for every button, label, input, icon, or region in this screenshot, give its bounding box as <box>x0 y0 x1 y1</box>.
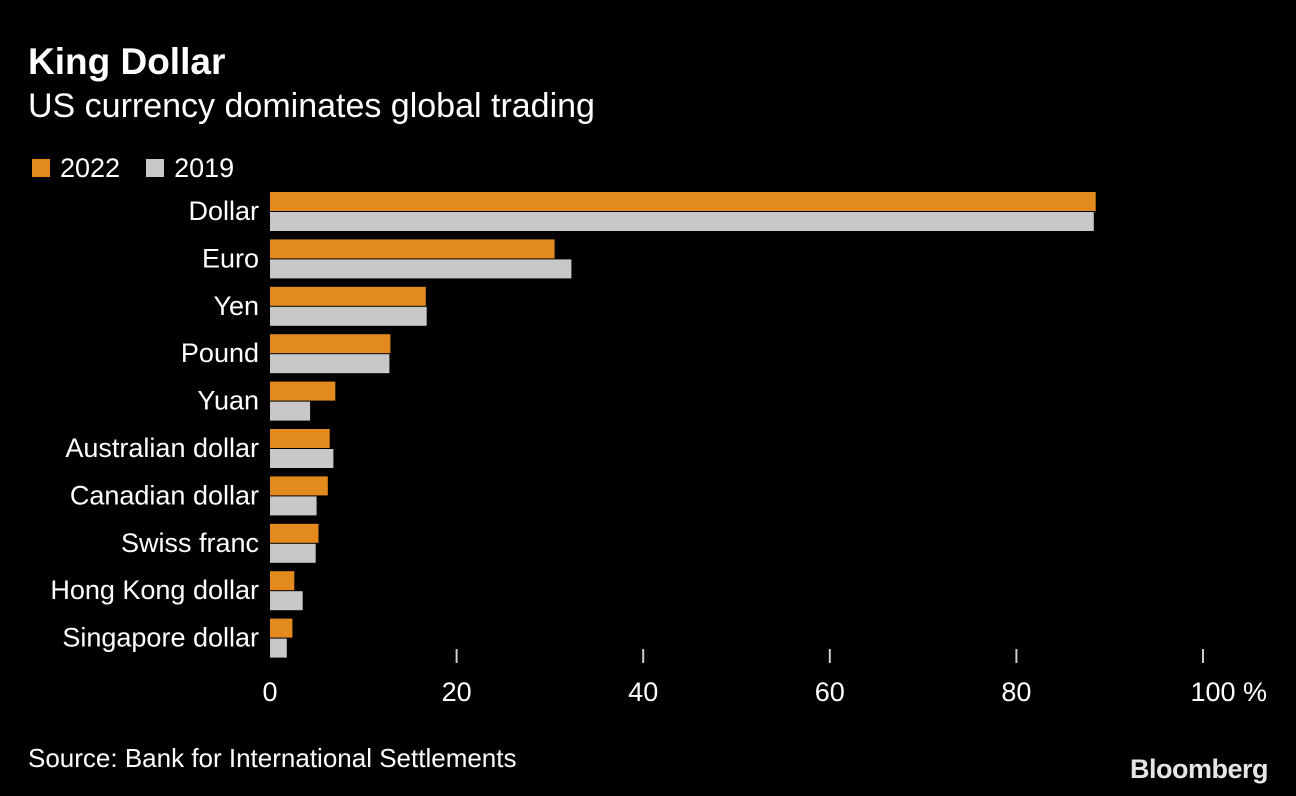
x-tick-label-20: 20 <box>442 677 472 707</box>
legend-label-2019: 2019 <box>174 152 235 183</box>
bar-canadian-dollar-2022 <box>270 476 328 496</box>
legend-item-2019: 2019 <box>146 153 234 184</box>
category-label-pound: Pound <box>181 338 259 368</box>
bar-australian-dollar-2022 <box>270 429 330 448</box>
legend: 2022 2019 <box>32 151 260 185</box>
chart-title: King Dollar <box>28 41 226 82</box>
legend-swatch-2022 <box>32 159 50 177</box>
bar-australian-dollar-2019 <box>270 449 334 468</box>
bar-dollar-2022 <box>270 192 1096 211</box>
bar-swiss-franc-2019 <box>270 543 316 563</box>
bar-hong-kong-dollar-2022 <box>270 571 295 591</box>
bar-yen-2022 <box>270 286 426 306</box>
source-note: Source: Bank for International Settlemen… <box>28 743 517 773</box>
bloomberg-logo: Bloomberg <box>1129 754 1269 784</box>
category-labels: Dollar Euro Yen Pound Yuan Australian dollar C… <box>50 196 259 653</box>
x-tick-label-60: 60 <box>815 677 845 707</box>
bar-dollar-2019 <box>270 212 1094 231</box>
category-label-swiss-franc: Swiss franc <box>121 528 259 558</box>
bar-yen-2019 <box>270 306 427 326</box>
x-axis: 0 20 40 60 80 100 % <box>262 649 1267 707</box>
category-label-singapore-dollar: Singapore dollar <box>62 623 259 653</box>
bar-euro-2022 <box>270 239 555 259</box>
bar-yuan-2019 <box>270 401 311 421</box>
x-tick-label-0: 0 <box>262 677 277 707</box>
bar-singapore-dollar-2022 <box>270 618 293 638</box>
x-tick-label-40: 40 <box>628 677 658 707</box>
category-label-hong-kong-dollar: Hong Kong dollar <box>50 575 259 605</box>
category-label-yen: Yen <box>213 291 259 321</box>
x-tick-label-80: 80 <box>1001 677 1031 707</box>
bar-pound-2022 <box>270 334 391 354</box>
category-label-australian-dollar: Australian dollar <box>65 433 259 463</box>
x-tick-label-100: 100 % <box>1190 677 1267 707</box>
bar-yuan-2022 <box>270 381 336 401</box>
category-label-yuan: Yuan <box>197 386 259 416</box>
bar-canadian-dollar-2019 <box>270 496 317 516</box>
bar-singapore-dollar-2019 <box>270 638 287 658</box>
legend-swatch-2019 <box>146 159 165 177</box>
category-label-euro: Euro <box>202 243 259 273</box>
bar-hong-kong-dollar-2019 <box>270 591 303 611</box>
category-label-canadian-dollar: Canadian dollar <box>70 480 259 510</box>
bar-euro-2019 <box>270 259 572 279</box>
bar-pound-2019 <box>270 354 390 374</box>
legend-label-2022: 2022 <box>60 152 121 183</box>
bars-group <box>270 192 1096 658</box>
category-label-dollar: Dollar <box>188 196 259 226</box>
chart-subtitle: US currency dominates global trading <box>28 87 595 125</box>
legend-item-2022: 2022 <box>32 153 120 184</box>
bar-swiss-franc-2022 <box>270 523 319 543</box>
